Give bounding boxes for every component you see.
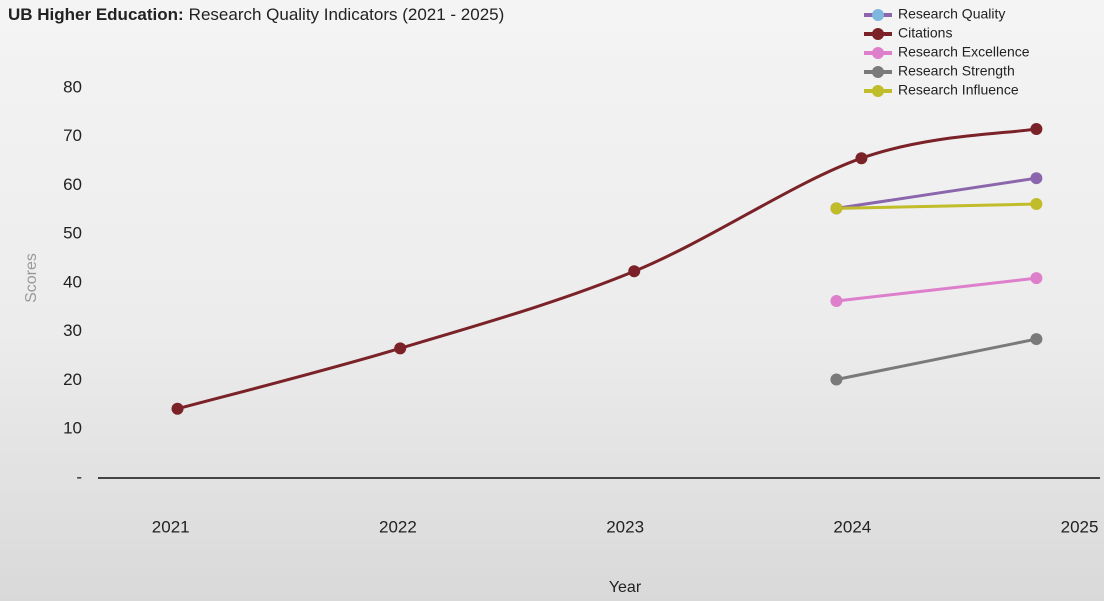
chart: UB Higher Education: Research Quality Ind… [0,0,1104,601]
legend-label: Citations [898,25,952,41]
x-axis-label: Year [609,579,642,596]
page: {"chart_data": {"type": "line", "title_b… [0,0,1104,601]
legend-marker [872,28,884,40]
y-tick-label: 40 [63,272,82,291]
y-tick-label: 20 [63,370,82,389]
y-tick-label: 50 [63,224,82,243]
data-point [855,152,867,164]
y-tick-label: 80 [63,77,82,96]
legend-marker [872,85,884,97]
y-tick-label: 10 [63,419,82,438]
data-point [1030,333,1042,345]
legend-label: Research Influence [898,82,1019,98]
data-point [830,295,842,307]
series-line [836,278,1036,301]
x-tick-label: 2023 [606,517,644,536]
data-point [1030,123,1042,135]
data-point [1030,172,1042,184]
data-point [830,202,842,214]
legend-label: Research Excellence [898,44,1030,60]
title: Research Quality Indicators (2021 - 2025… [189,5,505,24]
y-tick-label: - [76,467,82,486]
data-point [1030,198,1042,210]
legend-marker [872,66,884,78]
x-tick-label: 2025 [1061,517,1099,536]
legend-marker [872,47,884,59]
legend-label: Research Strength [898,63,1015,79]
title-bold: UB Higher Education: [8,5,184,24]
y-tick-label: 30 [63,321,82,340]
x-tick-label: 2021 [152,517,190,536]
y-tick-label: 70 [63,126,82,145]
chart-title: UB Higher Education: Research Quality Ind… [8,5,504,24]
y-tick-label: 60 [63,175,82,194]
legend-marker [872,9,884,21]
data-point [172,403,184,415]
data-point [394,342,406,354]
series-line [178,129,1037,409]
x-tick-label: 2022 [379,517,417,536]
y-axis-label: Scores [23,253,40,303]
data-point [830,374,842,386]
legend-label: Research Quality [898,6,1005,22]
data-point [1030,272,1042,284]
x-tick-label: 2024 [833,517,871,536]
series-line [836,339,1036,379]
data-point [628,265,640,277]
